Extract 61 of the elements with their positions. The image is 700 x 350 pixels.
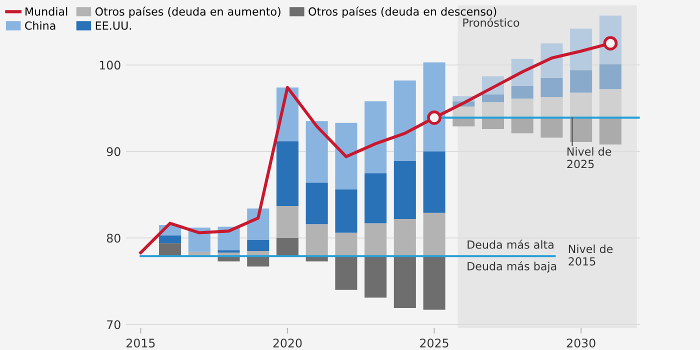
- y-tick-label: 90: [106, 147, 120, 156]
- bar: [482, 102, 504, 118]
- bar: [511, 98, 534, 118]
- legend-label: Otros países (deuda en descenso): [308, 6, 496, 18]
- bar: [511, 118, 534, 134]
- legend-label: Mundial: [26, 7, 68, 16]
- bar: [423, 256, 446, 310]
- bar: [570, 28, 592, 70]
- bar: [394, 218, 416, 256]
- bar: [218, 250, 240, 253]
- bar: [364, 101, 387, 174]
- bar: [599, 64, 622, 90]
- y-tick-label: 70: [107, 320, 120, 330]
- bar: [335, 256, 358, 290]
- bar: [423, 62, 446, 152]
- annotation: Nivel de 2015: [568, 244, 613, 266]
- bar: [364, 256, 387, 298]
- annotation: Nivel de 2025: [567, 147, 612, 168]
- bar: [423, 151, 446, 213]
- bar: [540, 43, 563, 78]
- x-tick-label: 2025: [420, 338, 448, 348]
- bar: [394, 160, 416, 219]
- legend-label: Otros países (deuda en aumento): [95, 6, 280, 18]
- bar: [335, 190, 358, 233]
- bar: [247, 240, 270, 251]
- bar: [247, 256, 270, 267]
- bar: [276, 141, 298, 206]
- band-label: Pronóstico: [463, 18, 520, 27]
- bar: [423, 212, 446, 256]
- bar: [364, 223, 387, 256]
- bar: [570, 70, 592, 93]
- bar: [276, 206, 298, 238]
- bar: [276, 238, 298, 256]
- x-tick-label: 2015: [126, 338, 155, 348]
- bar: [540, 118, 563, 138]
- bar: [599, 118, 622, 145]
- y-tick-label: 80: [106, 234, 120, 243]
- legend-label: EE.UU.: [96, 22, 131, 30]
- legend-label: China: [25, 21, 56, 30]
- bar: [394, 256, 416, 308]
- bar: [511, 86, 534, 99]
- bar: [306, 224, 328, 256]
- annotation: Deuda más alta: [468, 240, 554, 249]
- bar: [364, 173, 387, 224]
- x-tick-label: 2020: [273, 338, 302, 348]
- bar: [159, 235, 182, 244]
- bar: [306, 182, 328, 224]
- bar: [599, 89, 622, 118]
- bar: [394, 80, 416, 161]
- bar: [247, 208, 270, 240]
- bar: [335, 122, 358, 190]
- bar: [570, 92, 592, 118]
- bar: [159, 243, 182, 256]
- x-tick-label: 2030: [566, 338, 596, 348]
- y-tick-label: 100: [100, 60, 120, 70]
- bar: [335, 232, 358, 256]
- bar: [540, 78, 563, 97]
- bar: [306, 121, 328, 183]
- bar: [540, 96, 563, 118]
- annotation: Deuda más baja: [468, 261, 556, 273]
- bar: [482, 94, 504, 102]
